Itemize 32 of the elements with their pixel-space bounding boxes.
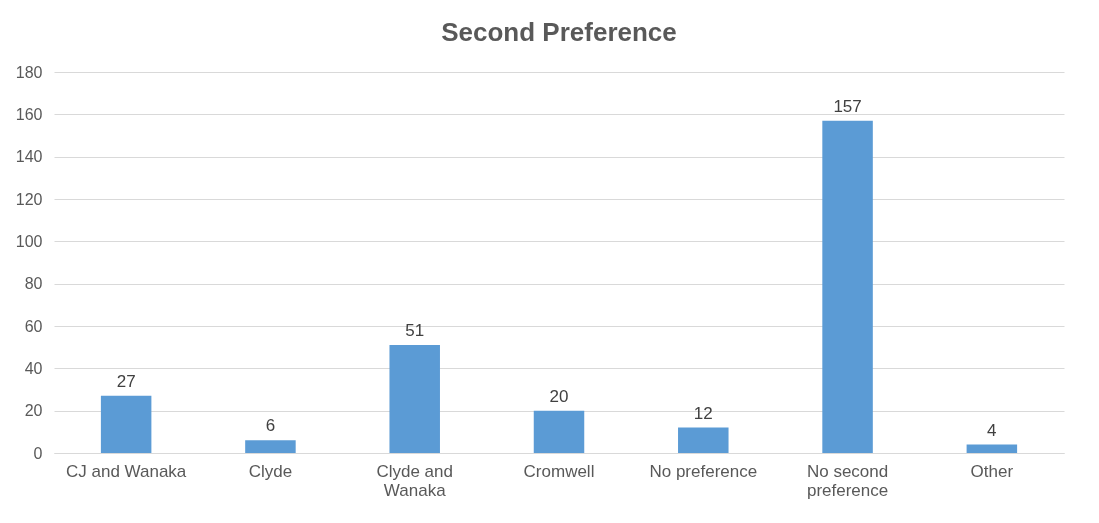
x-tick-label: Other [970, 461, 1014, 481]
y-tick-label: 80 [24, 275, 43, 293]
data-label: 4 [987, 420, 997, 440]
bar [533, 410, 585, 453]
bar [245, 440, 296, 453]
chart-title: Second Preference [441, 17, 677, 47]
data-label: 51 [405, 321, 425, 341]
bar [389, 345, 440, 453]
y-tick-label: 100 [15, 232, 43, 250]
bar [966, 444, 1018, 453]
y-tick-label: 160 [15, 105, 43, 123]
x-tick-label: No preference [649, 461, 758, 481]
x-tick-label: Clyde and Wanaka [376, 461, 453, 500]
y-tick-label: 20 [24, 402, 43, 420]
y-tick-label: 120 [15, 190, 43, 208]
bar [822, 120, 873, 453]
bar [100, 395, 152, 453]
data-label: 12 [693, 403, 713, 423]
data-label: 6 [265, 416, 276, 436]
x-tick-label: CJ and Wanaka [65, 461, 187, 481]
x-tick-label: Cromwell [523, 461, 595, 481]
y-tick-label: 0 [33, 444, 43, 462]
data-label: 157 [833, 96, 862, 116]
y-tick-label: 180 [15, 63, 43, 81]
y-tick-label: 40 [24, 359, 43, 377]
y-tick-label: 60 [24, 317, 43, 335]
y-tick-label: 140 [15, 148, 43, 166]
data-label: 20 [549, 386, 569, 406]
data-label: 27 [116, 371, 136, 391]
x-tick-label: Clyde [248, 461, 293, 481]
bar [678, 427, 729, 453]
x-tick-label: No second preference [806, 461, 889, 500]
